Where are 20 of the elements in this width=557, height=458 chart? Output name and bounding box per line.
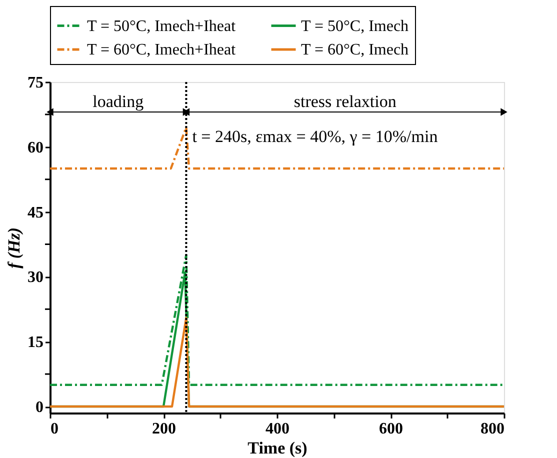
x-tick-label: 600 [379,420,403,438]
annotation: stress relaxtion [294,92,397,111]
annotation: t = 240s, εmax = 40%, γ = 10%/min [192,127,438,146]
y-tick-label: 60 [28,139,44,156]
x-tick-label: 200 [152,420,176,438]
legend-label: T = 50°C, Imech+Iheat [87,18,236,35]
y-tick-label: 0 [36,399,44,416]
x-tick-label: 0 [50,420,58,438]
y-tick-label: 45 [28,204,44,222]
y-tick-label: 15 [28,334,44,352]
legend-label: T = 60°C, Imech [301,42,409,58]
y-tick-label: 30 [28,269,44,286]
y-axis-title: f (Hz) [4,227,24,269]
x-axis-title: Time (s) [248,438,308,458]
x-tick-label: 400 [266,420,290,438]
annotation: loading [92,92,144,111]
y-tick-label: 75 [28,74,44,92]
legend-label: T = 50°C, Imech [301,18,409,35]
x-tick-label: 800 [480,420,504,438]
legend-label: T = 60°C, Imech+Iheat [87,42,236,58]
